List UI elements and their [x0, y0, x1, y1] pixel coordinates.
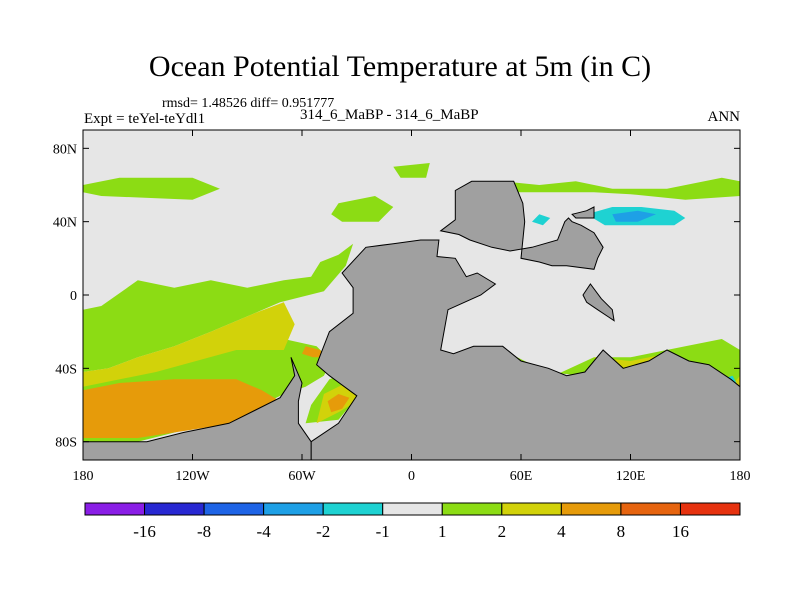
- colorbar-label: 8: [617, 522, 626, 541]
- x-tick-label: 120E: [616, 469, 646, 484]
- chart-title: Ocean Potential Temperature at 5m (in C): [148, 50, 652, 83]
- y-tick-label: 0: [70, 289, 77, 304]
- y-tick-label: 80N: [53, 142, 77, 157]
- contour-region: [502, 177, 740, 200]
- experiment-label: Expt = teYel-teYdl1: [84, 111, 206, 127]
- colorbar-label: -8: [197, 522, 211, 541]
- land-mass: [582, 283, 615, 322]
- colorbar-label: -2: [316, 522, 330, 541]
- land-mass: [571, 206, 595, 219]
- colorbar-label: -1: [376, 522, 390, 541]
- colorbar-label: -16: [133, 522, 156, 541]
- x-tick-label: 180: [73, 469, 94, 484]
- x-tick-label: 60E: [510, 469, 533, 484]
- colorbar-label: 4: [557, 522, 566, 541]
- axis-layer: 180 120W 60W 0 60E 120E 180 80N 40N 0 40S 80S: [53, 130, 751, 484]
- contour-region: [331, 196, 394, 222]
- colorbar-box: [501, 502, 562, 516]
- colorbar: -16 -8 -4 -2 -1 1 2 4 8 16: [84, 502, 741, 541]
- land-mass: [83, 357, 312, 460]
- stats-text: rmsd= 1.48526 diff= 0.951777: [162, 96, 335, 111]
- colorbar-box: [620, 502, 681, 516]
- colorbar-label: 2: [498, 522, 507, 541]
- contour-region: [393, 163, 430, 178]
- x-tick-label: 0: [408, 469, 415, 484]
- colorbar-box: [144, 502, 205, 516]
- season-label: ANN: [707, 109, 741, 125]
- colorbar-box: [382, 502, 443, 516]
- x-tick-label: 60W: [288, 469, 316, 484]
- x-tick-label: 180: [730, 469, 751, 484]
- case-label: 314_6_MaBP - 314_6_MaBP: [300, 107, 479, 123]
- land-mass: [310, 239, 740, 460]
- contour-region: [83, 243, 354, 372]
- colorbar-label: 16: [672, 522, 689, 541]
- colorbar-box: [679, 502, 741, 516]
- y-tick-label: 80S: [55, 436, 77, 451]
- contour-region: [302, 346, 324, 358]
- contour-region: [532, 214, 551, 226]
- contour-region: [83, 177, 220, 200]
- colorbar-box: [203, 502, 265, 516]
- contour-region: [83, 302, 295, 387]
- colorbar-box: [84, 502, 146, 516]
- land-mass: [439, 180, 604, 270]
- contour-region: [327, 394, 350, 413]
- colorbar-box: [441, 502, 503, 516]
- colorbar-box: [560, 502, 622, 516]
- colorbar-box: [322, 502, 384, 516]
- y-tick-label: 40S: [55, 362, 77, 377]
- x-tick-label: 120W: [175, 469, 210, 484]
- colorbar-label: -4: [257, 522, 272, 541]
- colorbar-box: [263, 502, 324, 516]
- contour-region: [612, 210, 656, 222]
- y-tick-label: 40N: [53, 216, 77, 231]
- colorbar-label: 1: [438, 522, 447, 541]
- land-layer: [83, 180, 740, 460]
